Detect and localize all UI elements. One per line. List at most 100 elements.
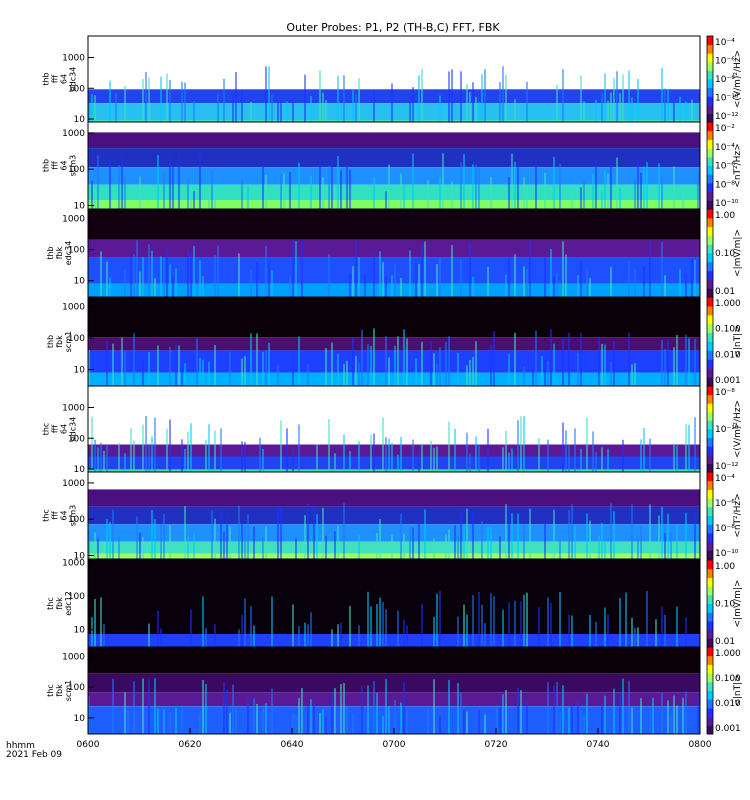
colorbar-swatch (707, 454, 713, 464)
spectral-streak (580, 187, 582, 209)
spectral-streak (469, 243, 471, 297)
spectral-streak (214, 345, 216, 386)
spectral-streak (595, 99, 597, 122)
spectral-band (88, 148, 700, 168)
spectral-streak (610, 503, 612, 559)
colorbar-swatch (707, 716, 713, 726)
spectral-streak (676, 525, 678, 559)
colorbar-swatch (707, 139, 713, 149)
spectral-streak (352, 336, 354, 386)
spectral-band (88, 36, 700, 90)
spectral-streak (223, 78, 225, 122)
colorbar: 10⁻¹⁰ 10⁻⁸ 10⁻⁶ 10⁻⁴ <nT²/Hz> (706, 471, 743, 560)
spectral-streak (133, 681, 135, 734)
panel-label-line: thc (46, 684, 55, 697)
spectral-streak (169, 155, 171, 209)
spectral-streak (370, 434, 372, 472)
colorbar-tick-label: 10⁻⁴ (715, 38, 735, 48)
spectral-streak (490, 593, 492, 647)
spectral-streak (628, 332, 630, 386)
spectral-streak (217, 93, 219, 122)
panel-label-line: edc34 (64, 241, 73, 266)
spectral-streak (685, 512, 687, 559)
colorbar-tick-label: 10⁻¹⁰ (715, 94, 739, 104)
spectral-streak (325, 100, 327, 122)
spectral-streak (589, 615, 591, 647)
spectral-band (88, 167, 700, 185)
spectral-streak (433, 616, 435, 647)
spectral-streak (529, 240, 531, 297)
spectral-streak (253, 625, 255, 647)
spectral-streak (220, 428, 222, 472)
spectral-streak (604, 73, 606, 122)
spectral-streak (148, 244, 150, 297)
spectral-streak (250, 333, 252, 386)
spectral-streak (379, 251, 381, 297)
spectral-streak (568, 445, 570, 472)
spectral-streak (100, 442, 102, 472)
spectral-streak (430, 341, 432, 386)
spectral-streak (319, 70, 321, 122)
spectral-streak (523, 176, 525, 209)
spectral-streak (352, 90, 354, 122)
spectral-streak (376, 692, 378, 734)
spectral-streak (478, 444, 480, 472)
colorbar-swatch (707, 489, 713, 499)
spectral-streak (244, 356, 246, 386)
spectral-streak (181, 367, 183, 386)
panel-label-line: thb (46, 335, 55, 348)
spectral-streak (508, 452, 510, 472)
spectral-streak (610, 361, 612, 386)
spectral-streak (421, 341, 423, 386)
spectral-streak (178, 154, 180, 209)
spectral-streak (103, 624, 105, 647)
spectral-streak (550, 249, 552, 297)
spectral-streak (187, 182, 189, 209)
spectral-streak (664, 88, 666, 122)
spectral-streak (214, 255, 216, 297)
spectral-streak (439, 95, 441, 122)
spectral-streak (523, 594, 525, 647)
spectral-streak (448, 71, 450, 122)
spectral-streak (88, 696, 90, 734)
spectral-streak (139, 271, 141, 297)
spectral-streak (505, 274, 507, 297)
spectral-streak (385, 437, 387, 472)
spectral-streak (490, 176, 492, 209)
spectral-streak (514, 99, 516, 122)
spectral-streak (508, 602, 510, 647)
x-tick-label: 0640 (281, 740, 304, 750)
spectral-streak (538, 607, 540, 647)
panel-label-line: scm1 (64, 680, 73, 701)
spectral-streak (286, 428, 288, 472)
spectral-streak (664, 533, 666, 559)
spectral-streak (517, 420, 519, 472)
panel-label-line: thb (46, 246, 55, 259)
spectral-streak (604, 695, 606, 734)
spectral-streak (577, 699, 579, 734)
spectral-streak (337, 156, 339, 209)
spectral-streak (331, 692, 333, 734)
spectral-streak (106, 261, 108, 297)
spectral-streak (646, 591, 648, 647)
spectral-streak (571, 704, 573, 734)
spectral-streak (319, 160, 321, 209)
spectral-streak (217, 245, 219, 297)
colorbar-tick-label: 10⁻⁶ (715, 162, 735, 172)
spectral-streak (163, 513, 165, 559)
spectral-streak (400, 277, 402, 297)
spectral-streak (682, 697, 684, 734)
spectral-streak (181, 439, 183, 472)
spectral-streak (460, 509, 462, 559)
spectral-streak (661, 606, 663, 647)
spectral-streak (460, 161, 462, 209)
spectral-streak (469, 453, 471, 472)
panel-thc_fbk_scm: 10 100 1000 thc fbk scm1 0.001 0.010 0.100 1.000 <… (46, 646, 743, 735)
spectral-streak (643, 427, 645, 472)
colorbar-swatch (707, 297, 713, 307)
spectral-streak (622, 439, 624, 472)
panel-label-line: thc (42, 423, 51, 436)
spectral-streak (487, 526, 489, 559)
spectral-streak (676, 445, 678, 472)
